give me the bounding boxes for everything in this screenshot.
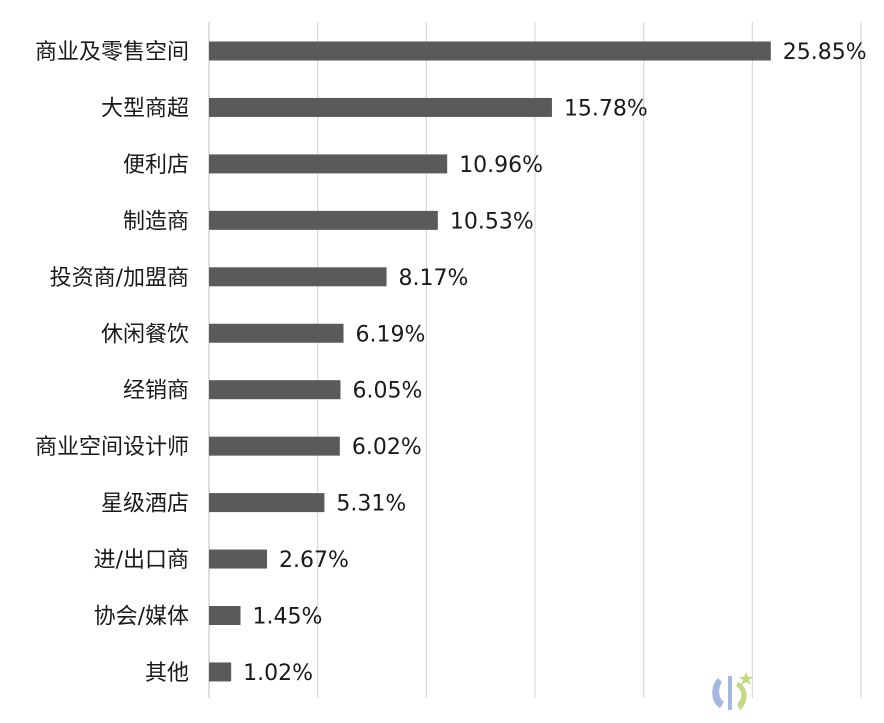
bar — [209, 493, 325, 513]
category-label: 其他 — [145, 661, 189, 686]
bar — [209, 549, 268, 569]
category-label: 商业及零售空间 — [35, 40, 189, 65]
category-label: 协会/媒体 — [94, 605, 189, 630]
value-label: 15.78% — [564, 96, 648, 121]
value-label: 10.53% — [450, 209, 534, 234]
category-label: 制造商 — [123, 209, 189, 234]
value-label: 1.45% — [253, 605, 323, 630]
category-label: 大型商超 — [101, 96, 189, 121]
value-label: 2.67% — [279, 548, 349, 573]
category-label: 便利店 — [123, 153, 189, 178]
watermark-logo-icon — [712, 672, 753, 710]
bar — [209, 606, 241, 625]
value-labels: 25.85% 15.78% 10.96% 10.53% 8.17% 6.19% 6.05% 6… — [243, 40, 867, 686]
value-label: 6.19% — [356, 322, 426, 347]
bar — [209, 154, 448, 174]
bar — [209, 210, 438, 230]
bar — [209, 323, 344, 343]
bar — [209, 267, 387, 287]
category-label: 休闲餐饮 — [101, 322, 189, 347]
bar — [209, 662, 232, 682]
category-labels: 商业及零售空间大型商超便利店制造商投资商/加盟商休闲餐饮经销商商业空间设计师星级… — [35, 40, 189, 686]
bar — [209, 380, 341, 400]
value-label: 10.96% — [459, 153, 543, 178]
value-label: 6.02% — [352, 435, 422, 460]
category-label: 星级酒店 — [101, 492, 189, 517]
bar — [209, 41, 771, 61]
category-label: 经销商 — [123, 379, 189, 404]
value-label: 25.85% — [783, 40, 867, 65]
bar — [209, 436, 340, 456]
bar — [209, 97, 552, 117]
category-label: 进/出口商 — [94, 548, 189, 573]
value-label: 6.05% — [352, 379, 422, 404]
value-label: 8.17% — [399, 266, 469, 291]
category-label: 投资商/加盟商 — [50, 266, 189, 291]
gridlines — [208, 22, 862, 698]
value-label: 1.02% — [243, 661, 313, 686]
value-label: 5.31% — [336, 492, 406, 517]
category-label: 商业空间设计师 — [35, 435, 189, 460]
bars — [209, 41, 771, 682]
